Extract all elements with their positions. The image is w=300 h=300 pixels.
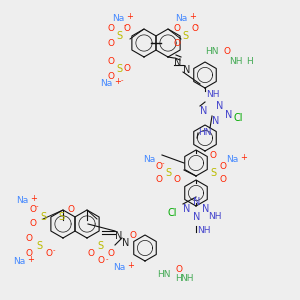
Text: O: O <box>220 162 227 171</box>
Text: -: - <box>196 22 199 28</box>
Text: O: O <box>107 24 114 33</box>
Text: +: + <box>114 77 121 86</box>
Text: N: N <box>212 116 219 126</box>
Text: N: N <box>200 106 207 116</box>
Text: HN: HN <box>157 270 170 279</box>
Text: O: O <box>68 205 75 214</box>
Text: HN: HN <box>205 47 218 56</box>
Text: O: O <box>173 39 180 48</box>
Text: O: O <box>155 162 162 171</box>
Text: N: N <box>183 204 190 214</box>
Text: -: - <box>121 77 124 83</box>
Text: HN: HN <box>198 128 211 137</box>
Text: +: + <box>189 12 196 21</box>
Text: Na: Na <box>100 79 112 88</box>
Text: -: - <box>124 22 127 28</box>
Text: O: O <box>87 249 94 258</box>
Text: O: O <box>107 39 114 48</box>
Text: Na: Na <box>16 196 28 205</box>
Text: +: + <box>30 194 37 203</box>
Text: O: O <box>175 265 182 274</box>
Text: N: N <box>193 197 200 207</box>
Text: NH: NH <box>180 274 194 283</box>
Text: O: O <box>220 175 227 184</box>
Text: O: O <box>26 249 33 258</box>
Text: -: - <box>162 160 164 166</box>
Text: N: N <box>174 58 182 68</box>
Text: O: O <box>124 24 131 33</box>
Text: S: S <box>182 31 188 41</box>
Text: O: O <box>97 256 104 265</box>
Text: +: + <box>240 153 247 162</box>
Text: N: N <box>193 212 200 222</box>
Text: Cl: Cl <box>233 113 242 123</box>
Text: S: S <box>36 241 42 251</box>
Text: +: + <box>27 255 34 264</box>
Text: S: S <box>97 241 103 251</box>
Text: S: S <box>116 31 122 41</box>
Text: O: O <box>124 64 131 73</box>
Text: +: + <box>127 261 134 270</box>
Text: O: O <box>209 151 216 160</box>
Text: O: O <box>155 175 162 184</box>
Text: O: O <box>191 24 198 33</box>
Text: Cl: Cl <box>168 208 178 218</box>
Text: -: - <box>53 247 56 253</box>
Text: NH: NH <box>229 57 242 66</box>
Text: Na: Na <box>175 14 187 23</box>
Text: O: O <box>107 57 114 66</box>
Text: N: N <box>216 101 224 111</box>
Text: S: S <box>210 168 216 178</box>
Text: Na: Na <box>143 155 155 164</box>
Text: N: N <box>202 204 209 214</box>
Text: O: O <box>173 24 180 33</box>
Text: O: O <box>224 47 231 56</box>
Text: H: H <box>246 57 253 66</box>
Text: N: N <box>115 231 122 241</box>
Text: NH: NH <box>206 90 220 99</box>
Text: S: S <box>116 64 122 74</box>
Text: O: O <box>45 249 52 258</box>
Text: NH: NH <box>197 226 211 235</box>
Text: -: - <box>106 256 109 262</box>
Text: Na: Na <box>113 263 125 272</box>
Text: Na: Na <box>226 155 238 164</box>
Text: O: O <box>29 205 36 214</box>
Text: O: O <box>26 234 33 243</box>
Text: N: N <box>225 110 232 120</box>
Text: S: S <box>58 212 64 222</box>
Text: O: O <box>107 72 114 81</box>
Text: S: S <box>40 212 46 222</box>
Text: Na: Na <box>112 14 124 23</box>
Text: O: O <box>107 249 114 258</box>
Text: +: + <box>126 12 133 21</box>
Text: N: N <box>183 65 190 75</box>
Text: S: S <box>165 168 171 178</box>
Text: O: O <box>174 175 181 184</box>
Text: Na: Na <box>13 257 25 266</box>
Text: O: O <box>30 219 37 228</box>
Text: -: - <box>36 203 38 209</box>
Text: NH: NH <box>208 212 221 221</box>
Text: H: H <box>175 274 182 283</box>
Text: O: O <box>130 231 137 240</box>
Text: N: N <box>122 238 129 248</box>
